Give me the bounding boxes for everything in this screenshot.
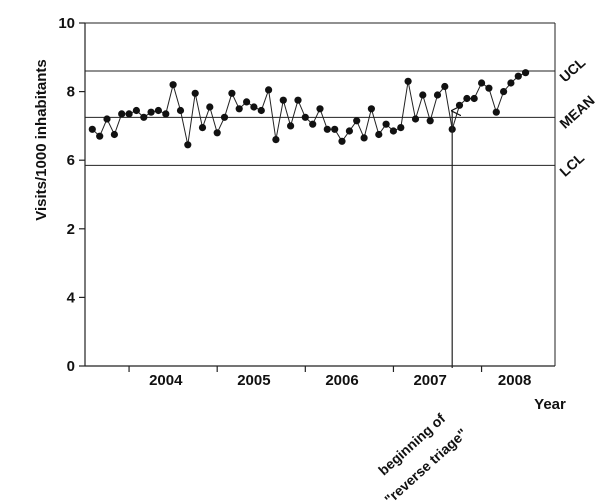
data-point — [463, 94, 471, 103]
data-point — [309, 120, 317, 128]
data-point — [441, 82, 449, 91]
data-point — [88, 125, 96, 133]
x-tick-label: 2005 — [237, 372, 270, 389]
data-point — [198, 124, 207, 132]
data-point — [382, 120, 390, 128]
data-point — [338, 137, 346, 145]
data-point — [272, 136, 280, 144]
data-point — [375, 130, 383, 139]
x-axis-ticks: 2004 2005 2006 2007 2008 — [128, 366, 531, 389]
data-point — [419, 91, 427, 99]
data-point — [250, 103, 258, 111]
data-point — [228, 89, 236, 97]
data-point — [514, 72, 522, 80]
data-point — [485, 84, 493, 92]
data-point — [522, 69, 530, 77]
data-point — [176, 106, 185, 115]
reference-lines: UCL MEAN LCL — [85, 54, 598, 180]
data-point — [154, 106, 162, 115]
x-tick-label: 2004 — [149, 372, 183, 389]
data-point — [169, 81, 177, 89]
data-point — [191, 89, 199, 97]
data-point — [331, 125, 339, 133]
ref-label-mean: MEAN — [556, 92, 597, 131]
data-point — [470, 94, 478, 103]
data-point — [220, 113, 229, 121]
data-point — [301, 113, 309, 121]
data-point — [411, 115, 420, 123]
data-point — [110, 130, 118, 139]
plot-frame — [84, 22, 556, 367]
data-point — [235, 105, 243, 113]
ref-label-lcl: LCL — [556, 149, 587, 179]
data-point — [507, 79, 515, 87]
y-tick-label: 2 — [67, 221, 75, 238]
x-axis-title: Year — [534, 396, 566, 413]
data-point — [184, 141, 192, 149]
data-point — [162, 110, 170, 118]
data-point — [206, 103, 214, 111]
data-point — [397, 124, 405, 132]
data-point — [500, 88, 508, 96]
data-point — [96, 132, 104, 140]
data-point — [455, 101, 464, 109]
data-point — [213, 129, 221, 137]
data-point — [140, 113, 148, 121]
y-tick-label: 0 — [67, 358, 75, 375]
y-axis-ticks: 0 4 2 6 8 10 — [58, 15, 85, 375]
y-tick-label: 8 — [67, 84, 75, 101]
data-point — [287, 122, 295, 130]
data-point — [147, 108, 155, 116]
y-tick-label: 6 — [67, 152, 75, 169]
data-point — [103, 115, 111, 123]
annotation: beginning of "reverse triage" — [375, 111, 470, 503]
data-point — [353, 117, 361, 125]
data-point — [360, 134, 368, 142]
y-axis-title: Visits/1000 inhabitants — [33, 59, 50, 220]
y-tick-label: 4 — [67, 289, 76, 306]
data-point — [478, 79, 486, 87]
data-point — [279, 96, 287, 104]
x-tick-label: 2008 — [498, 372, 531, 389]
data-point — [367, 105, 375, 113]
data-point — [345, 127, 353, 135]
data-point — [492, 108, 500, 116]
ref-label-ucl: UCL — [556, 54, 588, 85]
data-point — [389, 127, 397, 135]
data-point — [243, 98, 251, 106]
data-point — [125, 110, 133, 118]
data-point — [323, 125, 331, 133]
data-point — [294, 96, 302, 104]
x-tick-label: 2007 — [413, 372, 446, 389]
x-tick-label: 2006 — [325, 372, 358, 389]
data-point — [404, 77, 412, 85]
data-point — [257, 106, 265, 115]
data-point — [426, 117, 434, 125]
data-point — [316, 105, 324, 113]
data-point — [132, 106, 140, 115]
data-point — [118, 110, 126, 118]
y-tick-label: 10 — [58, 15, 75, 32]
series-visits — [88, 69, 530, 149]
data-point — [433, 91, 442, 99]
data-point — [265, 86, 273, 94]
